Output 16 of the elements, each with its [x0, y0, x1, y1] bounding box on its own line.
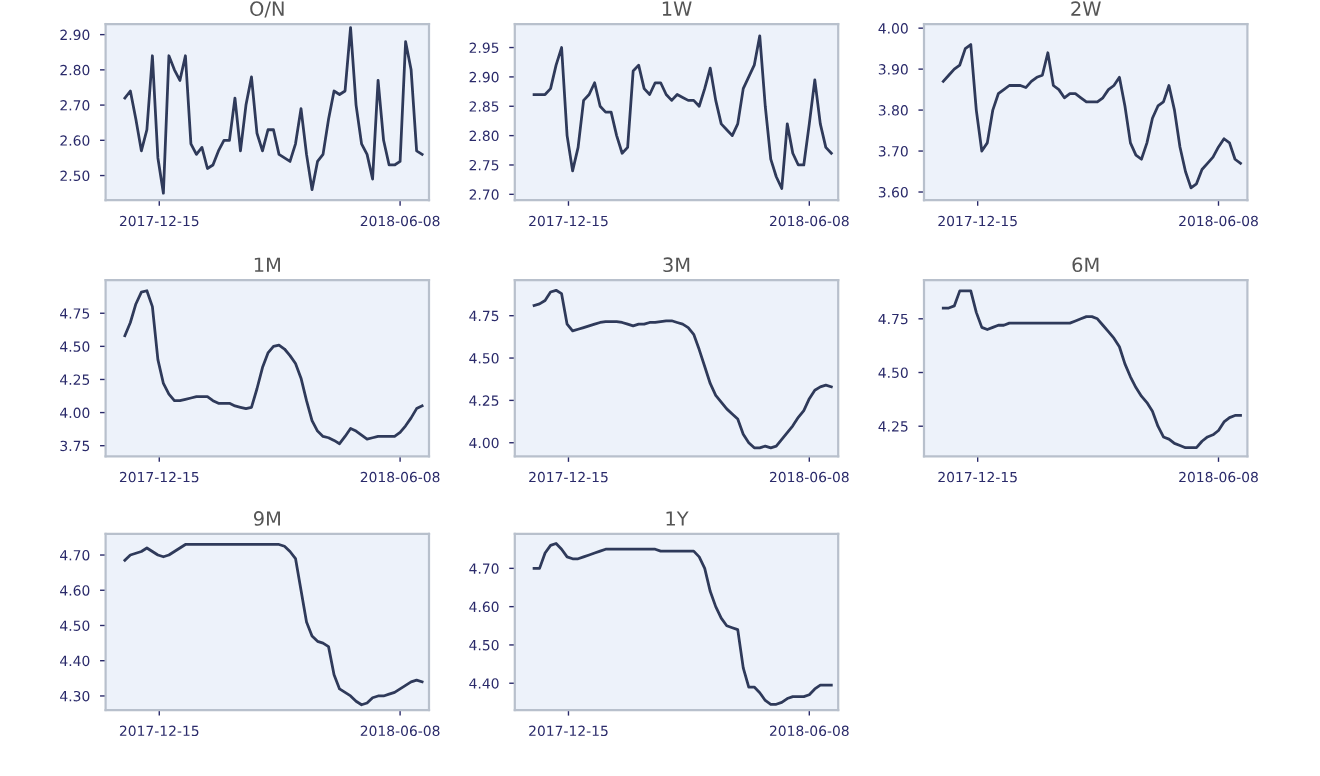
line-series	[123, 26, 424, 195]
line-series	[123, 289, 424, 446]
line-series	[123, 543, 424, 707]
line-series	[941, 289, 1242, 450]
chart-title: O/N	[250, 1, 284, 18]
line-series	[532, 288, 833, 450]
chart-title: 1W	[662, 1, 692, 16]
line-series	[941, 43, 1242, 190]
chart-title: 2W	[1071, 1, 1101, 16]
chart-title: 9M	[253, 511, 280, 526]
chart-title: 1M	[254, 257, 280, 272]
chart-title: 3M	[663, 257, 690, 273]
chart-title: 1Y	[666, 511, 689, 526]
chart-title: 6M	[1072, 257, 1099, 273]
line-series	[532, 34, 833, 190]
line-series	[532, 542, 833, 706]
